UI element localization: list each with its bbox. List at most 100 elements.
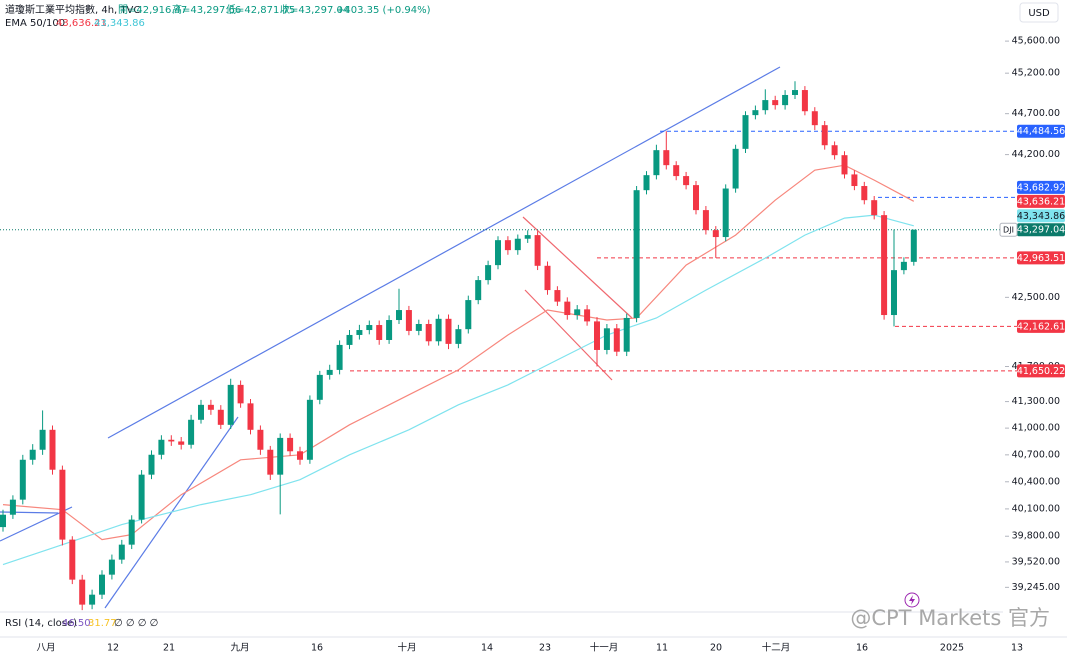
- candle-body: [59, 469, 66, 540]
- candle-body: [811, 111, 818, 126]
- candle-body: [603, 328, 610, 350]
- price-tag-label: 42,963.51: [1017, 253, 1065, 264]
- candle-body: [247, 403, 254, 430]
- candle-body: [574, 309, 581, 316]
- candle-body: [495, 240, 501, 266]
- candle-body: [752, 110, 759, 116]
- candle-body: [287, 437, 294, 452]
- candle-body: [277, 437, 284, 475]
- trend-line: [0, 511, 59, 514]
- candle-body: [425, 323, 432, 342]
- x-tick-label: 20: [710, 643, 722, 654]
- price-tag: [1017, 364, 1065, 378]
- candle-body: [663, 150, 670, 166]
- candle-body: [366, 325, 373, 331]
- rsi-legend: RSI (14, close): [5, 618, 77, 629]
- price-tag-label: 43,297.04: [1017, 225, 1065, 236]
- price-tag-label: 43,636.21: [1017, 196, 1065, 207]
- candle-body: [633, 190, 640, 318]
- watermark: @CPT Markets 官方: [850, 606, 1050, 630]
- candle-body: [237, 384, 244, 404]
- ema-legend: EMA 50/100: [5, 18, 65, 29]
- candle-body: [316, 374, 323, 400]
- candle-body: [118, 544, 125, 560]
- candle-body: [49, 429, 56, 470]
- candle-body: [831, 145, 838, 156]
- x-tick-label: 23: [539, 643, 551, 654]
- legend-close: 收=43,297.04: [280, 3, 349, 16]
- candle-body: [623, 317, 630, 352]
- price-tag: [1017, 194, 1065, 208]
- ema50-value: 43,636.21: [56, 18, 107, 29]
- candle-body: [673, 165, 680, 177]
- candle-body: [138, 474, 145, 520]
- candle-body: [188, 419, 195, 445]
- candle-body: [524, 235, 531, 239]
- x-tick-label: 16: [311, 643, 323, 654]
- legend-low: 低=42,871.75: [226, 3, 295, 16]
- candle-body: [801, 90, 808, 112]
- candle-body: [871, 200, 878, 216]
- y-tick-label: 41,000.00: [1012, 423, 1060, 434]
- x-tick-label: 十一月: [590, 642, 619, 654]
- candle-body: [910, 229, 917, 262]
- candle-body: [712, 230, 719, 238]
- candle-body: [584, 309, 591, 322]
- candle-body: [613, 328, 620, 352]
- ema-line: [2, 214, 914, 566]
- symbol-tag-label: DJI: [1003, 226, 1014, 235]
- symbol-tag: [999, 222, 1018, 237]
- candle-body: [79, 579, 86, 605]
- candle-body: [217, 409, 224, 425]
- candle-body: [742, 115, 749, 149]
- candle-body: [39, 429, 46, 450]
- candle-body: [702, 210, 709, 231]
- candle-body: [594, 321, 600, 350]
- candle-body: [99, 574, 105, 595]
- price-tag: [1017, 124, 1065, 138]
- candle-body: [376, 325, 383, 340]
- candle-body: [465, 300, 472, 330]
- candle-body: [0, 514, 6, 528]
- legend-open: 開=42,916.47: [118, 4, 187, 16]
- candle-body: [19, 459, 26, 500]
- x-tick-label: 十二月: [762, 642, 791, 654]
- candle-body: [158, 439, 165, 455]
- legend-high: 高=43,297.66: [172, 3, 241, 16]
- candle-body: [108, 559, 115, 575]
- price-tag: [1017, 251, 1065, 265]
- candle-body: [693, 185, 699, 211]
- candle-body: [356, 330, 363, 335]
- candle-body: [29, 449, 36, 460]
- candle-body: [267, 449, 274, 475]
- candle-body: [405, 310, 412, 331]
- x-tick-label: 13: [1011, 643, 1023, 654]
- candle-body: [306, 399, 313, 460]
- legend-symbol: 道瓊斯工業平均指數, 4h, TVC: [5, 3, 140, 16]
- candle-body: [257, 429, 264, 450]
- candle-body: [198, 404, 204, 420]
- candle-body: [851, 174, 858, 187]
- x-tick-label: 十月: [397, 642, 416, 654]
- price-tag-label: 41,650.22: [1017, 366, 1065, 377]
- candle-body: [762, 100, 769, 111]
- rsi-ma: 31.77: [88, 618, 117, 629]
- candle-body: [89, 594, 96, 605]
- candle-body: [386, 320, 393, 340]
- candle-body: [544, 265, 551, 291]
- price-tag-label: 44,484.56: [1017, 126, 1065, 137]
- x-tick-label: 八月: [36, 643, 55, 654]
- y-tick-label: 42,500.00: [1012, 292, 1060, 303]
- x-tick-label: 11: [656, 643, 668, 654]
- candle-body: [881, 215, 888, 316]
- candle-body: [297, 451, 303, 460]
- candle-body: [732, 148, 739, 189]
- legend-change: +403.35 (+0.94%): [336, 5, 431, 16]
- candle-body: [435, 318, 442, 342]
- candle-body: [336, 344, 343, 370]
- price-tag: [1017, 209, 1065, 223]
- x-tick-label: 14: [481, 643, 493, 654]
- y-tick-label: 45,600.00: [1012, 36, 1060, 47]
- y-tick-label: 45,200.00: [1012, 68, 1060, 79]
